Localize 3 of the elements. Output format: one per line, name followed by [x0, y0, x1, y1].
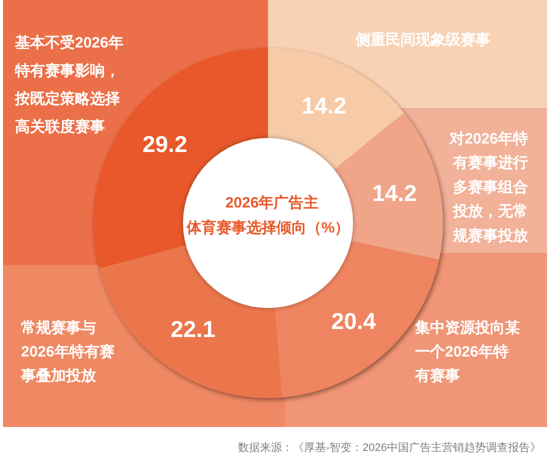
title: 2026年广告主 [225, 194, 319, 212]
subtitle: 体育赛事选择倾向（%） [186, 220, 350, 236]
annotation: 数据来源：《厚基-智变：2026中国广告主营销趋势调查报告》 [238, 442, 541, 454]
